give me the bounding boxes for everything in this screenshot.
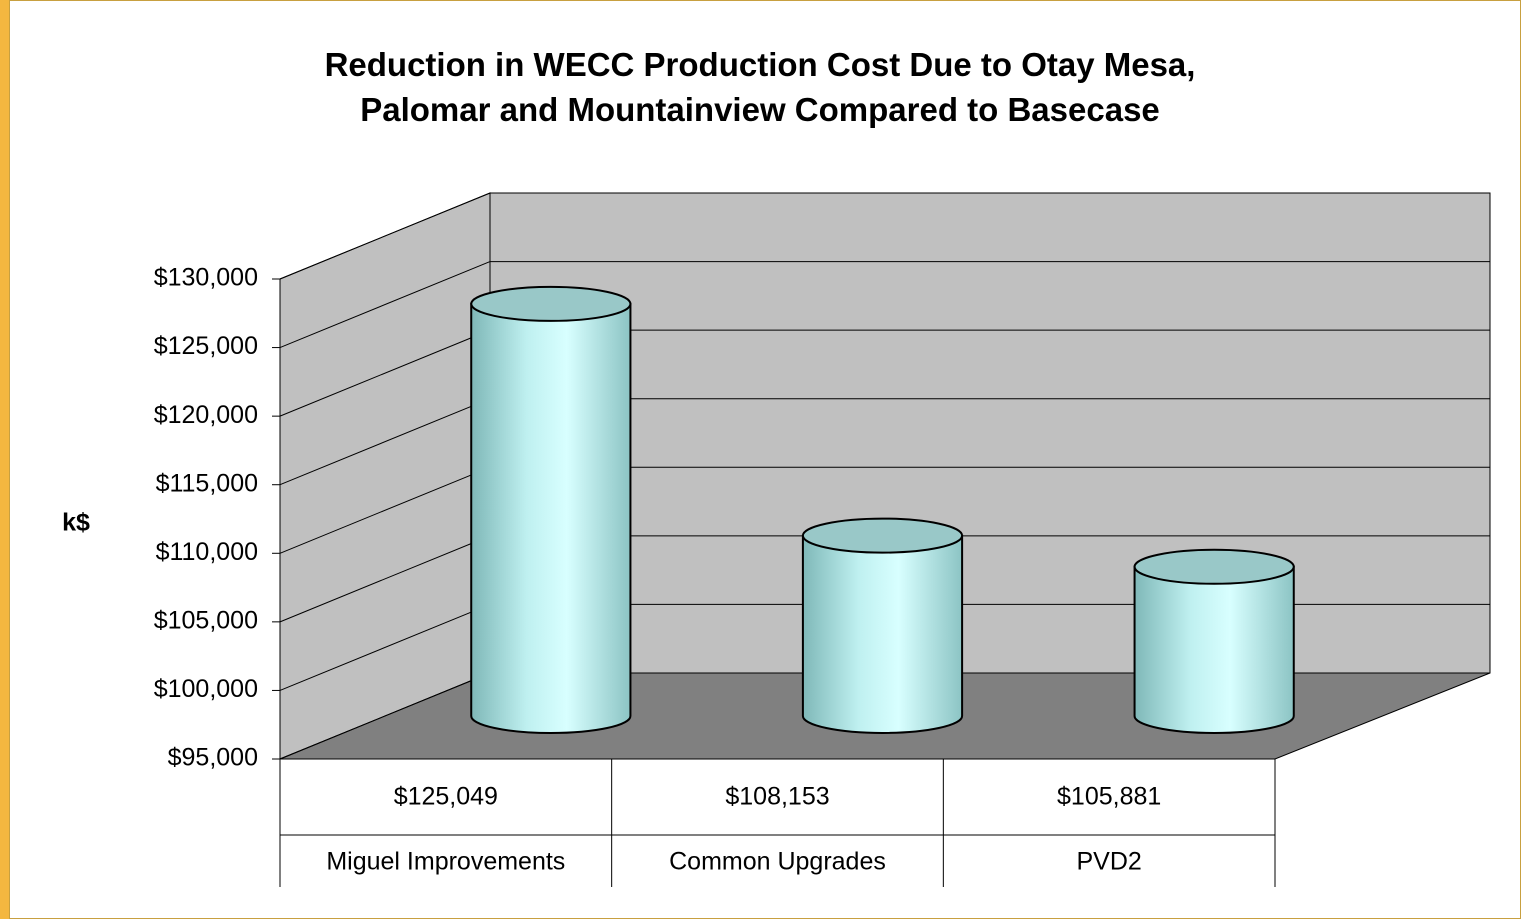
table-value-label: $108,153 bbox=[725, 783, 829, 811]
cylinder-top bbox=[470, 285, 632, 322]
table-value-label: $125,049 bbox=[394, 783, 498, 811]
y-tick-label: $125,000 bbox=[154, 332, 258, 360]
cylinder-body bbox=[801, 534, 964, 734]
y-tick-label: $100,000 bbox=[154, 675, 258, 703]
side-stripe bbox=[0, 0, 9, 919]
y-tick-label: $105,000 bbox=[154, 606, 258, 634]
y-tick-label: $120,000 bbox=[154, 401, 258, 429]
y-axis-label: k$ bbox=[62, 509, 90, 537]
y-tick-label: $115,000 bbox=[156, 469, 258, 497]
x-tick-label: PVD2 bbox=[1077, 848, 1142, 876]
left-wall bbox=[279, 192, 491, 760]
cylinder-top bbox=[801, 517, 964, 554]
y-tick-label: $110,000 bbox=[156, 538, 258, 566]
y-tick-label: $95,000 bbox=[168, 744, 258, 772]
cylinder-top bbox=[1133, 548, 1295, 585]
title-box: Reduction in WECC Production Cost Due to… bbox=[324, 46, 1196, 128]
cylinder-body bbox=[1133, 565, 1295, 734]
grid-line bbox=[279, 672, 491, 760]
grid-line bbox=[279, 466, 491, 554]
grid-line bbox=[279, 192, 491, 280]
cylinder-body bbox=[470, 302, 632, 734]
table-value-label: $105,881 bbox=[1057, 783, 1161, 811]
grid-line bbox=[279, 261, 491, 349]
y-tick-label: $130,000 bbox=[154, 264, 258, 292]
x-tick-label: Miguel Improvements bbox=[326, 848, 565, 876]
chart-title: Reduction in WECC Production Cost Due to… bbox=[324, 46, 1196, 128]
grid-line bbox=[279, 535, 491, 623]
grid-line bbox=[279, 603, 491, 691]
back-wall bbox=[489, 192, 1491, 674]
grid-line bbox=[279, 329, 491, 417]
x-tick-label: Common Upgrades bbox=[669, 848, 886, 876]
grid-line bbox=[279, 398, 491, 486]
